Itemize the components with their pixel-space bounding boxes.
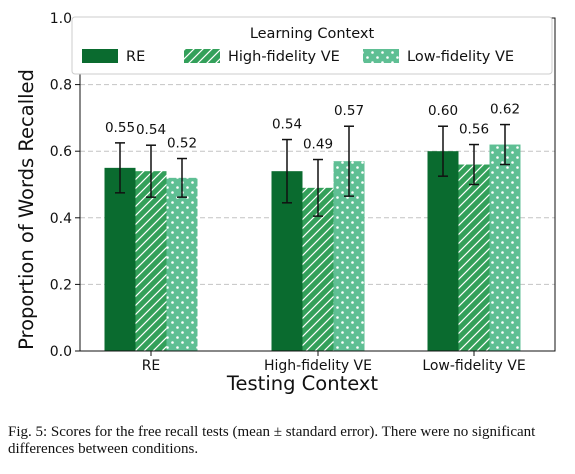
legend-label: Low-fidelity VE xyxy=(407,49,514,65)
data-label: 0.60 xyxy=(428,103,458,119)
y-tick-label: 1.0 xyxy=(50,11,72,27)
data-label: 0.56 xyxy=(459,122,489,138)
figure-caption: Fig. 5: Scores for the free recall tests… xyxy=(8,424,536,457)
y-tick-label: 0.2 xyxy=(50,277,72,293)
bars: 0.55 0.540.520.540.490.57 0.600.560.62 xyxy=(104,102,521,351)
data-label: 0.54 xyxy=(272,117,302,133)
bar-re xyxy=(104,167,136,351)
x-tick-label: Low-fidelity VE xyxy=(422,358,525,374)
data-label: 0.49 xyxy=(303,137,333,153)
x-tick-label: High-fidelity VE xyxy=(264,358,372,374)
data-label: 0.54 xyxy=(136,122,166,138)
legend-title: Learning Context xyxy=(250,26,375,42)
legend-label: RE xyxy=(126,49,145,65)
bar-low-fidelity-ve xyxy=(166,177,198,351)
legend-label: High-fidelity VE xyxy=(228,49,340,65)
y-tick-label: 0.8 xyxy=(50,78,72,94)
data-label: 0.55 xyxy=(105,120,135,136)
bar-re xyxy=(427,151,459,351)
legend-swatch xyxy=(82,49,118,63)
y-tick-label: 0.0 xyxy=(50,344,72,360)
axes: 0.0 0.2 0.4 0.6 0.8 1.0 RE High-fidelity VE Low-… xyxy=(15,11,556,395)
legend-swatch xyxy=(184,49,220,63)
legend: Learning Context RE High-fidelity VE Low-fi… xyxy=(71,16,553,75)
bar-high-fidelity-ve xyxy=(458,164,490,351)
x-tick-label: RE xyxy=(142,358,161,374)
data-label: 0.57 xyxy=(334,103,364,119)
x-axis-label: Testing Context xyxy=(226,372,378,395)
y-axis-label: Proportion of Words Recalled xyxy=(15,69,38,350)
bar-chart: 0.55 0.540.520.540.490.57 0.600.560.62 0.0… xyxy=(15,11,556,395)
y-tick-label: 0.4 xyxy=(50,211,72,227)
bar-high-fidelity-ve xyxy=(135,171,167,351)
y-tick-label: 0.6 xyxy=(50,144,72,160)
legend-swatch xyxy=(363,49,399,63)
bar-low-fidelity-ve xyxy=(489,144,521,351)
data-label: 0.52 xyxy=(167,136,197,152)
data-label: 0.62 xyxy=(490,102,520,118)
